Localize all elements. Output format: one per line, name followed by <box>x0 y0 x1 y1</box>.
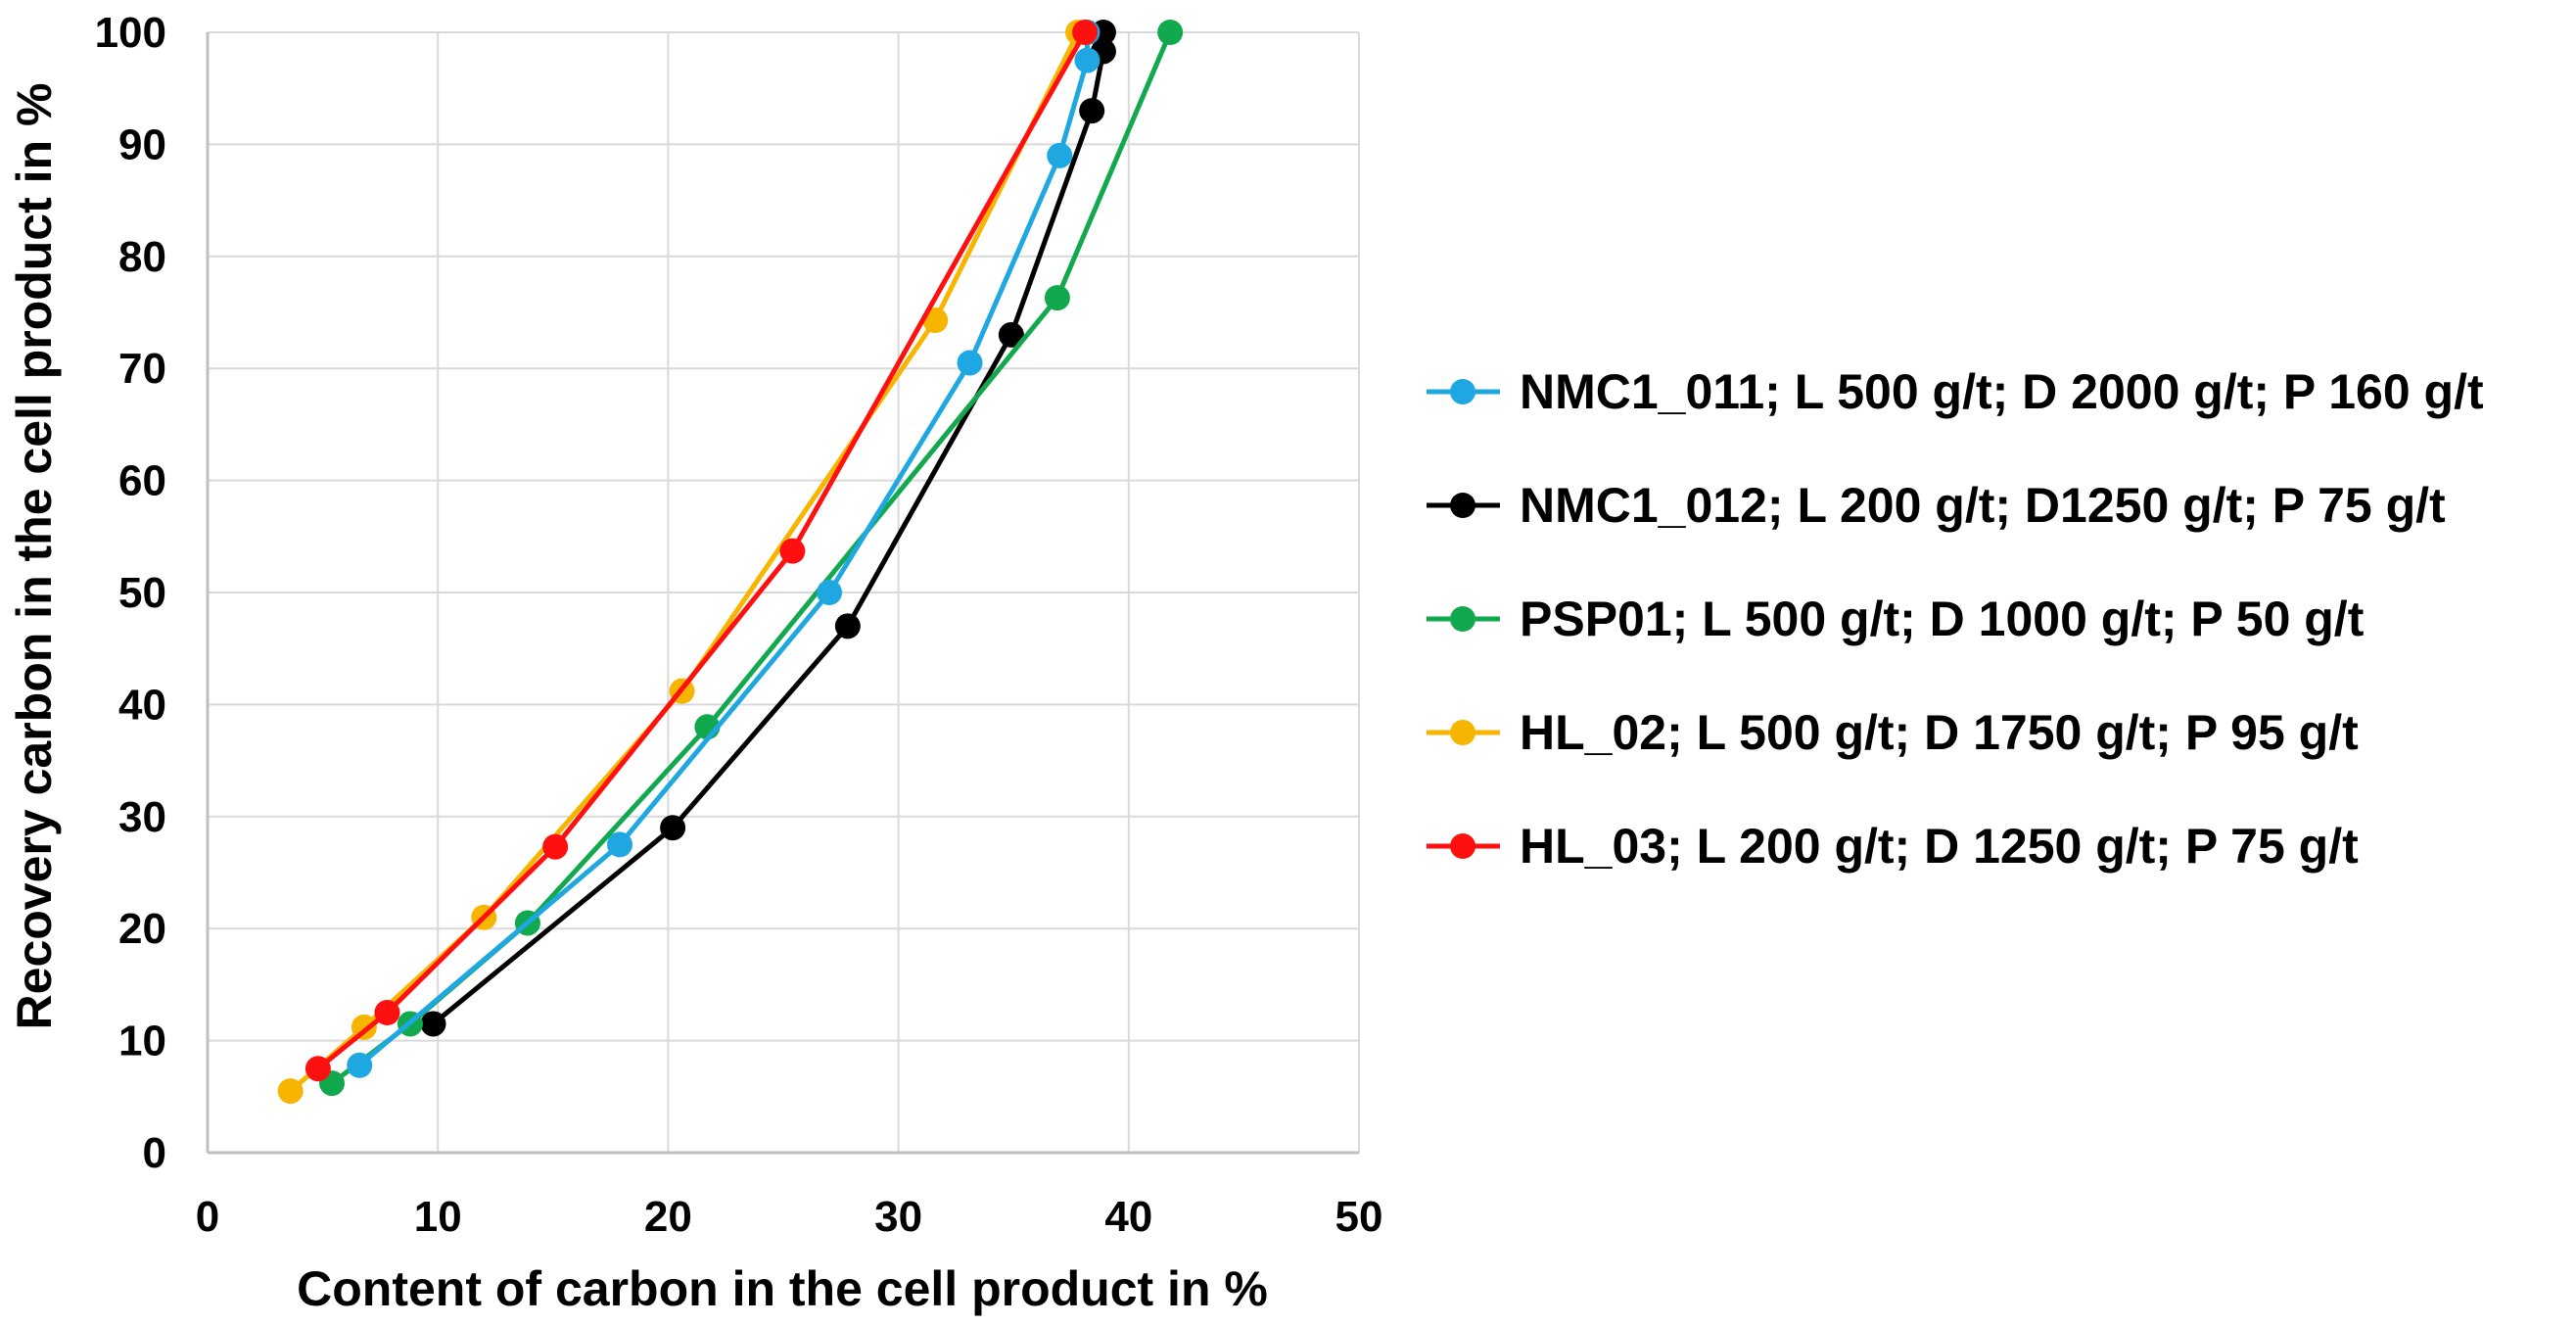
legend: NMC1_011; L 500 g/t; D 2000 g/t; P 160 g… <box>1427 364 2484 874</box>
series-3 <box>277 20 1092 1105</box>
y-tick-label: 70 <box>118 345 166 393</box>
y-tick-labels: 0 10 20 30 40 50 60 70 80 90 100 <box>95 9 166 1177</box>
legend-swatch-marker <box>1450 720 1475 745</box>
grid <box>208 31 1360 1153</box>
y-tick-label: 100 <box>95 9 166 57</box>
series-line <box>357 32 1090 1067</box>
x-tick-label: 10 <box>414 1193 462 1241</box>
data-point <box>347 1052 373 1078</box>
y-tick-label: 40 <box>118 681 166 729</box>
series-0 <box>347 20 1101 1078</box>
series-line <box>289 30 1081 1093</box>
data-point <box>1079 98 1105 124</box>
series-group <box>277 20 1184 1105</box>
data-point <box>304 1056 331 1082</box>
series-2 <box>319 20 1184 1097</box>
y-tick-label: 60 <box>118 457 166 505</box>
y-tick-label: 90 <box>118 120 166 168</box>
legend-swatch-marker <box>1450 493 1475 518</box>
x-tick-labels: 0 10 20 30 40 50 <box>196 1193 1383 1241</box>
legend-swatch-marker <box>1450 833 1475 859</box>
legend-item: NMC1_012; L 200 g/t; D1250 g/t; P 75 g/t <box>1427 478 2446 533</box>
legend-label: HL_03; L 200 g/t; D 1250 g/t; P 75 g/t <box>1520 819 2359 874</box>
legend-label: PSP01; L 500 g/t; D 1000 g/t; P 50 g/t <box>1520 592 2365 646</box>
axes <box>206 32 1359 1155</box>
data-point <box>1047 142 1073 168</box>
data-point <box>834 613 861 639</box>
x-tick-label: 50 <box>1335 1193 1383 1241</box>
data-point <box>420 1011 446 1037</box>
data-point <box>817 580 843 605</box>
legend-item: PSP01; L 500 g/t; D 1000 g/t; P 50 g/t <box>1427 592 2365 646</box>
legend-label: NMC1_012; L 200 g/t; D1250 g/t; P 75 g/t <box>1520 478 2446 533</box>
x-tick-label: 0 <box>196 1193 219 1241</box>
data-point <box>542 833 569 860</box>
data-point <box>374 1000 400 1025</box>
legend-swatch-marker <box>1450 379 1475 404</box>
data-point <box>660 815 686 841</box>
data-point <box>1074 47 1101 73</box>
data-point <box>1044 285 1070 311</box>
y-tick-label: 0 <box>143 1129 166 1177</box>
x-tick-label: 40 <box>1104 1193 1152 1241</box>
y-tick-label: 20 <box>118 905 166 953</box>
legend-item: HL_03; L 200 g/t; D 1250 g/t; P 75 g/t <box>1427 819 2359 874</box>
data-point <box>607 831 633 858</box>
x-tick-label: 20 <box>644 1193 692 1241</box>
series-line <box>316 30 1088 1071</box>
data-point <box>957 350 983 376</box>
series-4 <box>304 20 1099 1082</box>
y-tick-label: 10 <box>118 1018 166 1066</box>
y-tick-label: 80 <box>118 233 166 281</box>
y-axis-title: Recovery carbon in the cell product in % <box>7 83 62 1030</box>
legend-label: HL_02; L 500 g/t; D 1750 g/t; P 95 g/t <box>1520 705 2359 760</box>
data-point <box>1072 20 1099 45</box>
y-tick-label: 50 <box>118 569 166 617</box>
data-point <box>998 321 1024 348</box>
data-point <box>277 1078 304 1105</box>
y-tick-label: 30 <box>118 793 166 841</box>
legend-item: HL_02; L 500 g/t; D 1750 g/t; P 95 g/t <box>1427 705 2359 760</box>
legend-swatch-marker <box>1450 606 1475 632</box>
x-axis-title: Content of carbon in the cell product in… <box>297 1261 1268 1316</box>
x-tick-label: 30 <box>874 1193 922 1241</box>
data-point <box>1157 20 1184 45</box>
data-point <box>779 538 806 564</box>
legend-label: NMC1_011; L 500 g/t; D 2000 g/t; P 160 g… <box>1520 364 2484 419</box>
legend-item: NMC1_011; L 500 g/t; D 2000 g/t; P 160 g… <box>1427 364 2484 419</box>
series-1 <box>420 20 1116 1037</box>
